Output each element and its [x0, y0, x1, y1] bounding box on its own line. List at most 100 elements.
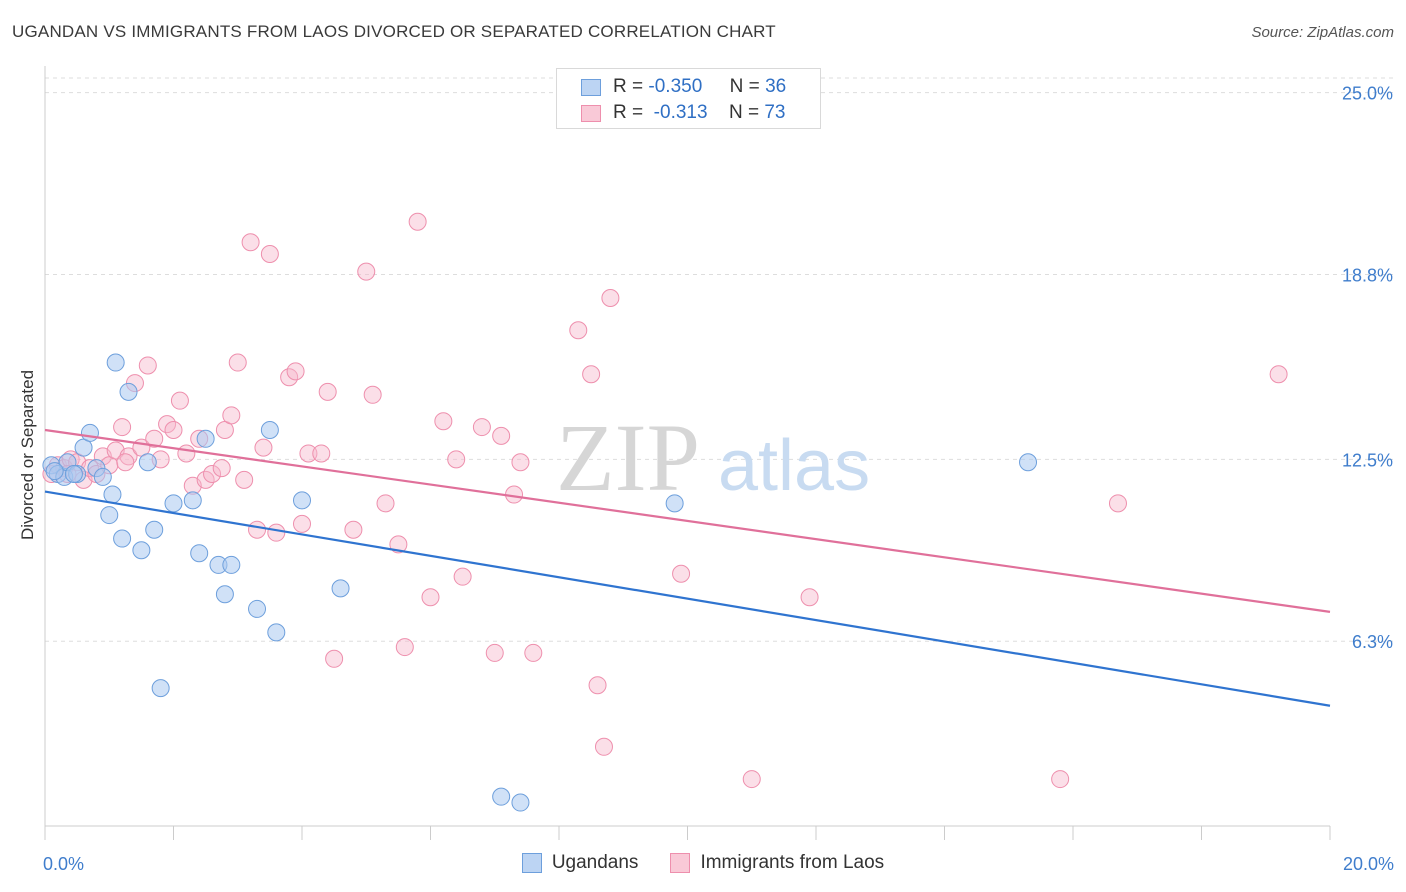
y-axis-title: Divorced or Separated — [18, 369, 37, 541]
data-point-laos — [389, 535, 408, 554]
legend-swatch-blue — [521, 853, 542, 873]
legend-item-ugandans[interactable]: Ugandans — [521, 852, 639, 874]
watermark: ZIP atlas — [556, 404, 870, 511]
data-point-ugandans — [106, 353, 125, 372]
chart-title: UGANDAN VS IMMIGRANTS FROM LAOS DIVORCED… — [12, 22, 776, 41]
data-point-laos — [222, 406, 241, 425]
data-point-laos — [286, 362, 305, 381]
data-point-laos — [588, 676, 607, 695]
data-point-ugandans — [293, 491, 311, 510]
data-point-ugandans — [119, 382, 138, 401]
data-point-laos — [421, 588, 440, 607]
data-point-ugandans — [260, 421, 279, 439]
data-point-laos — [357, 262, 376, 281]
data-point-laos — [672, 564, 691, 583]
data-point-ugandans — [196, 429, 215, 448]
data-point-ugandans — [103, 485, 122, 504]
data-point-laos — [453, 567, 472, 586]
data-point-ugandans — [1019, 453, 1038, 472]
data-point-laos — [511, 453, 530, 472]
trend-line-ugandans — [44, 490, 1331, 707]
watermark-zip: ZIP — [556, 404, 700, 511]
data-point-laos — [203, 465, 222, 483]
data-point-laos — [1051, 770, 1070, 789]
data-point-laos — [1108, 494, 1127, 513]
data-point-laos — [177, 444, 196, 463]
data-point-laos — [594, 737, 613, 756]
trend-lines — [44, 428, 1331, 707]
correlation-legend: R = -0.350 N = 36 R = -0.313 N = 73 — [556, 68, 821, 129]
data-point-ugandans — [145, 520, 164, 539]
data-point-laos — [1269, 365, 1288, 384]
legend-label-laos: Immigrants from Laos — [700, 852, 885, 873]
legend-item-laos[interactable]: Immigrants from Laos — [670, 852, 884, 874]
y-tick-label: 6.3% — [1352, 632, 1393, 652]
data-point-ugandans — [132, 541, 151, 560]
data-point-laos — [472, 418, 491, 437]
data-point-laos — [235, 470, 254, 489]
data-point-laos — [119, 447, 138, 466]
axes — [44, 66, 1331, 840]
data-point-laos — [800, 588, 819, 607]
legend-n-label: N = — [728, 102, 760, 123]
x-tick-label: 0.0% — [43, 854, 84, 874]
data-point-laos — [569, 321, 588, 340]
data-point-ugandans — [138, 453, 157, 472]
data-point-ugandans — [100, 506, 119, 525]
legend-r-label: R = — [613, 76, 644, 97]
data-point-laos — [492, 426, 511, 445]
legend-n-value: 36 — [765, 76, 787, 97]
data-point-laos — [408, 212, 427, 231]
data-point-laos — [293, 514, 311, 533]
data-point-laos — [363, 385, 382, 404]
data-point-laos — [318, 382, 337, 401]
y-tick-label: 12.5% — [1342, 450, 1393, 470]
tick-labels: 6.3% 12.5% 18.8% 25.0% 0.0% 20.0% — [43, 84, 1394, 874]
data-point-ugandans — [164, 494, 183, 513]
data-point-laos — [312, 444, 331, 463]
data-point-laos — [582, 365, 601, 384]
data-point-laos — [344, 520, 363, 539]
watermark-atlas: atlas — [718, 426, 870, 506]
data-point-laos — [485, 643, 504, 662]
data-point-ugandans — [151, 679, 170, 698]
data-point-laos — [170, 391, 189, 410]
series-ugandans-points — [42, 353, 1038, 812]
data-point-laos — [524, 643, 543, 662]
data-point-laos — [299, 444, 318, 463]
legend-label-ugandans: Ugandans — [551, 852, 639, 873]
data-point-laos — [601, 289, 620, 307]
legend-r-value: -0.350 — [648, 76, 703, 97]
legend-row-ugandans: R = -0.350 N = 36 — [581, 75, 786, 99]
data-point-laos — [447, 450, 466, 469]
series-legend: Ugandans Immigrants from Laos — [0, 852, 1406, 874]
data-point-laos — [254, 438, 273, 457]
data-point-ugandans — [183, 491, 202, 510]
data-point-laos — [138, 356, 157, 375]
data-point-laos — [267, 523, 286, 542]
data-point-laos — [248, 520, 267, 539]
grid-lines — [45, 77, 1394, 642]
data-point-laos — [395, 638, 414, 657]
data-point-ugandans — [45, 462, 64, 481]
trend-line-laos — [44, 428, 1331, 613]
data-point-laos — [228, 353, 247, 372]
legend-n-label: N = — [729, 76, 760, 97]
data-point-ugandans — [267, 623, 286, 642]
data-point-laos — [260, 245, 279, 263]
data-point-ugandans — [331, 579, 350, 598]
legend-swatch-blue — [581, 78, 601, 96]
data-point-laos — [164, 421, 183, 439]
legend-row-laos: R = -0.313 N = 73 — [581, 101, 785, 125]
data-point-ugandans — [64, 465, 83, 483]
data-point-laos — [325, 649, 344, 668]
data-point-ugandans — [511, 793, 530, 812]
data-point-ugandans — [215, 585, 234, 604]
data-point-laos — [742, 770, 761, 789]
y-tick-label: 18.8% — [1342, 266, 1393, 286]
data-point-ugandans — [113, 529, 132, 548]
data-point-ugandans — [665, 494, 684, 513]
data-point-laos — [241, 233, 260, 252]
source-label: Source: ZipAtlas.com — [1251, 24, 1394, 41]
